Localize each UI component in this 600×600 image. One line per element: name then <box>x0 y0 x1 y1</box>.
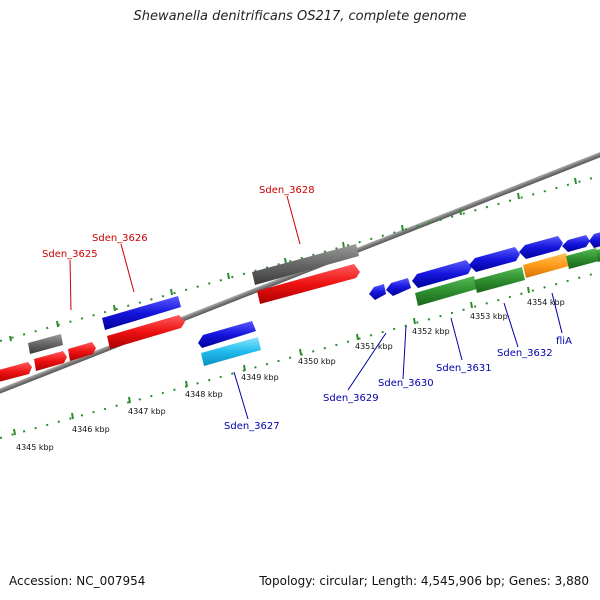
gene-feature-sden-3629[interactable] <box>369 284 386 300</box>
gene-feature[interactable] <box>34 351 67 371</box>
gene-feature-sden-3632[interactable] <box>474 267 525 293</box>
gene-features <box>0 231 600 383</box>
upper-major-ticks <box>9 177 577 342</box>
kbp-tick-label: 4353 kbp <box>470 312 508 321</box>
gene-label-sden-3628[interactable]: Sden_3628 <box>259 185 315 196</box>
gene-feature[interactable] <box>596 248 600 262</box>
gene-label-sden-3629[interactable]: Sden_3629 <box>323 393 379 404</box>
gene-feature[interactable] <box>519 236 563 259</box>
gene-feature-sden-3630[interactable] <box>412 260 472 288</box>
kbp-tick-label: 4354 kbp <box>527 298 565 307</box>
kbp-axis-labels: 4345 kbp 4346 kbp 4347 kbp 4348 kbp 4349… <box>16 298 565 452</box>
gene-feature-sden-3627[interactable] <box>201 337 261 366</box>
gene-feature[interactable] <box>415 276 477 306</box>
gene-feature[interactable] <box>589 231 600 248</box>
kbp-tick-label: 4348 kbp <box>185 390 223 399</box>
gene-feature[interactable] <box>0 362 32 383</box>
gene-label-sden-3631[interactable]: Sden_3631 <box>436 363 492 374</box>
kbp-tick-label: 4346 kbp <box>72 425 110 434</box>
gene-label-sden-3632[interactable]: Sden_3632 <box>497 348 553 359</box>
lower-major-ticks <box>13 286 530 436</box>
kbp-tick-label: 4351 kbp <box>355 342 393 351</box>
kbp-tick-label: 4345 kbp <box>16 443 54 452</box>
gene-label-sden-3630[interactable]: Sden_3630 <box>378 378 434 389</box>
gene-feature[interactable] <box>252 244 359 285</box>
gene-feature-sden-3628[interactable] <box>257 264 360 304</box>
gene-feature[interactable] <box>198 321 256 348</box>
genome-title: Shewanella denitrificans OS217, complete… <box>133 9 467 24</box>
kbp-tick-label: 4347 kbp <box>128 407 166 416</box>
gene-feature-sden-3626[interactable] <box>102 296 181 330</box>
kbp-tick-label: 4350 kbp <box>298 357 336 366</box>
gene-feature[interactable] <box>107 315 185 349</box>
gene-label-sden-3626[interactable]: Sden_3626 <box>92 233 148 244</box>
kbp-tick-label: 4352 kbp <box>412 327 450 336</box>
gene-label-flia[interactable]: fliA <box>556 336 572 347</box>
gene-label-sden-3627[interactable]: Sden_3627 <box>224 421 280 432</box>
kbp-tick-label: 4349 kbp <box>241 373 279 382</box>
gene-feature-sden-3631[interactable] <box>469 247 520 272</box>
gene-labels: Sden_3625 Sden_3626 Sden_3628 Sden_3627 … <box>42 185 572 432</box>
gene-feature[interactable] <box>562 235 590 252</box>
accession-text: Accession: NC_007954 <box>9 574 146 588</box>
gene-label-sden-3625[interactable]: Sden_3625 <box>42 249 98 260</box>
label-leaders <box>69 195 563 420</box>
gene-feature-flia[interactable] <box>523 253 569 278</box>
gene-feature[interactable] <box>386 278 411 296</box>
genome-stats-text: Topology: circular; Length: 4,545,906 bp… <box>259 574 589 588</box>
gene-feature[interactable] <box>28 334 63 354</box>
gene-feature[interactable] <box>68 342 96 361</box>
gene-feature[interactable] <box>566 248 599 269</box>
